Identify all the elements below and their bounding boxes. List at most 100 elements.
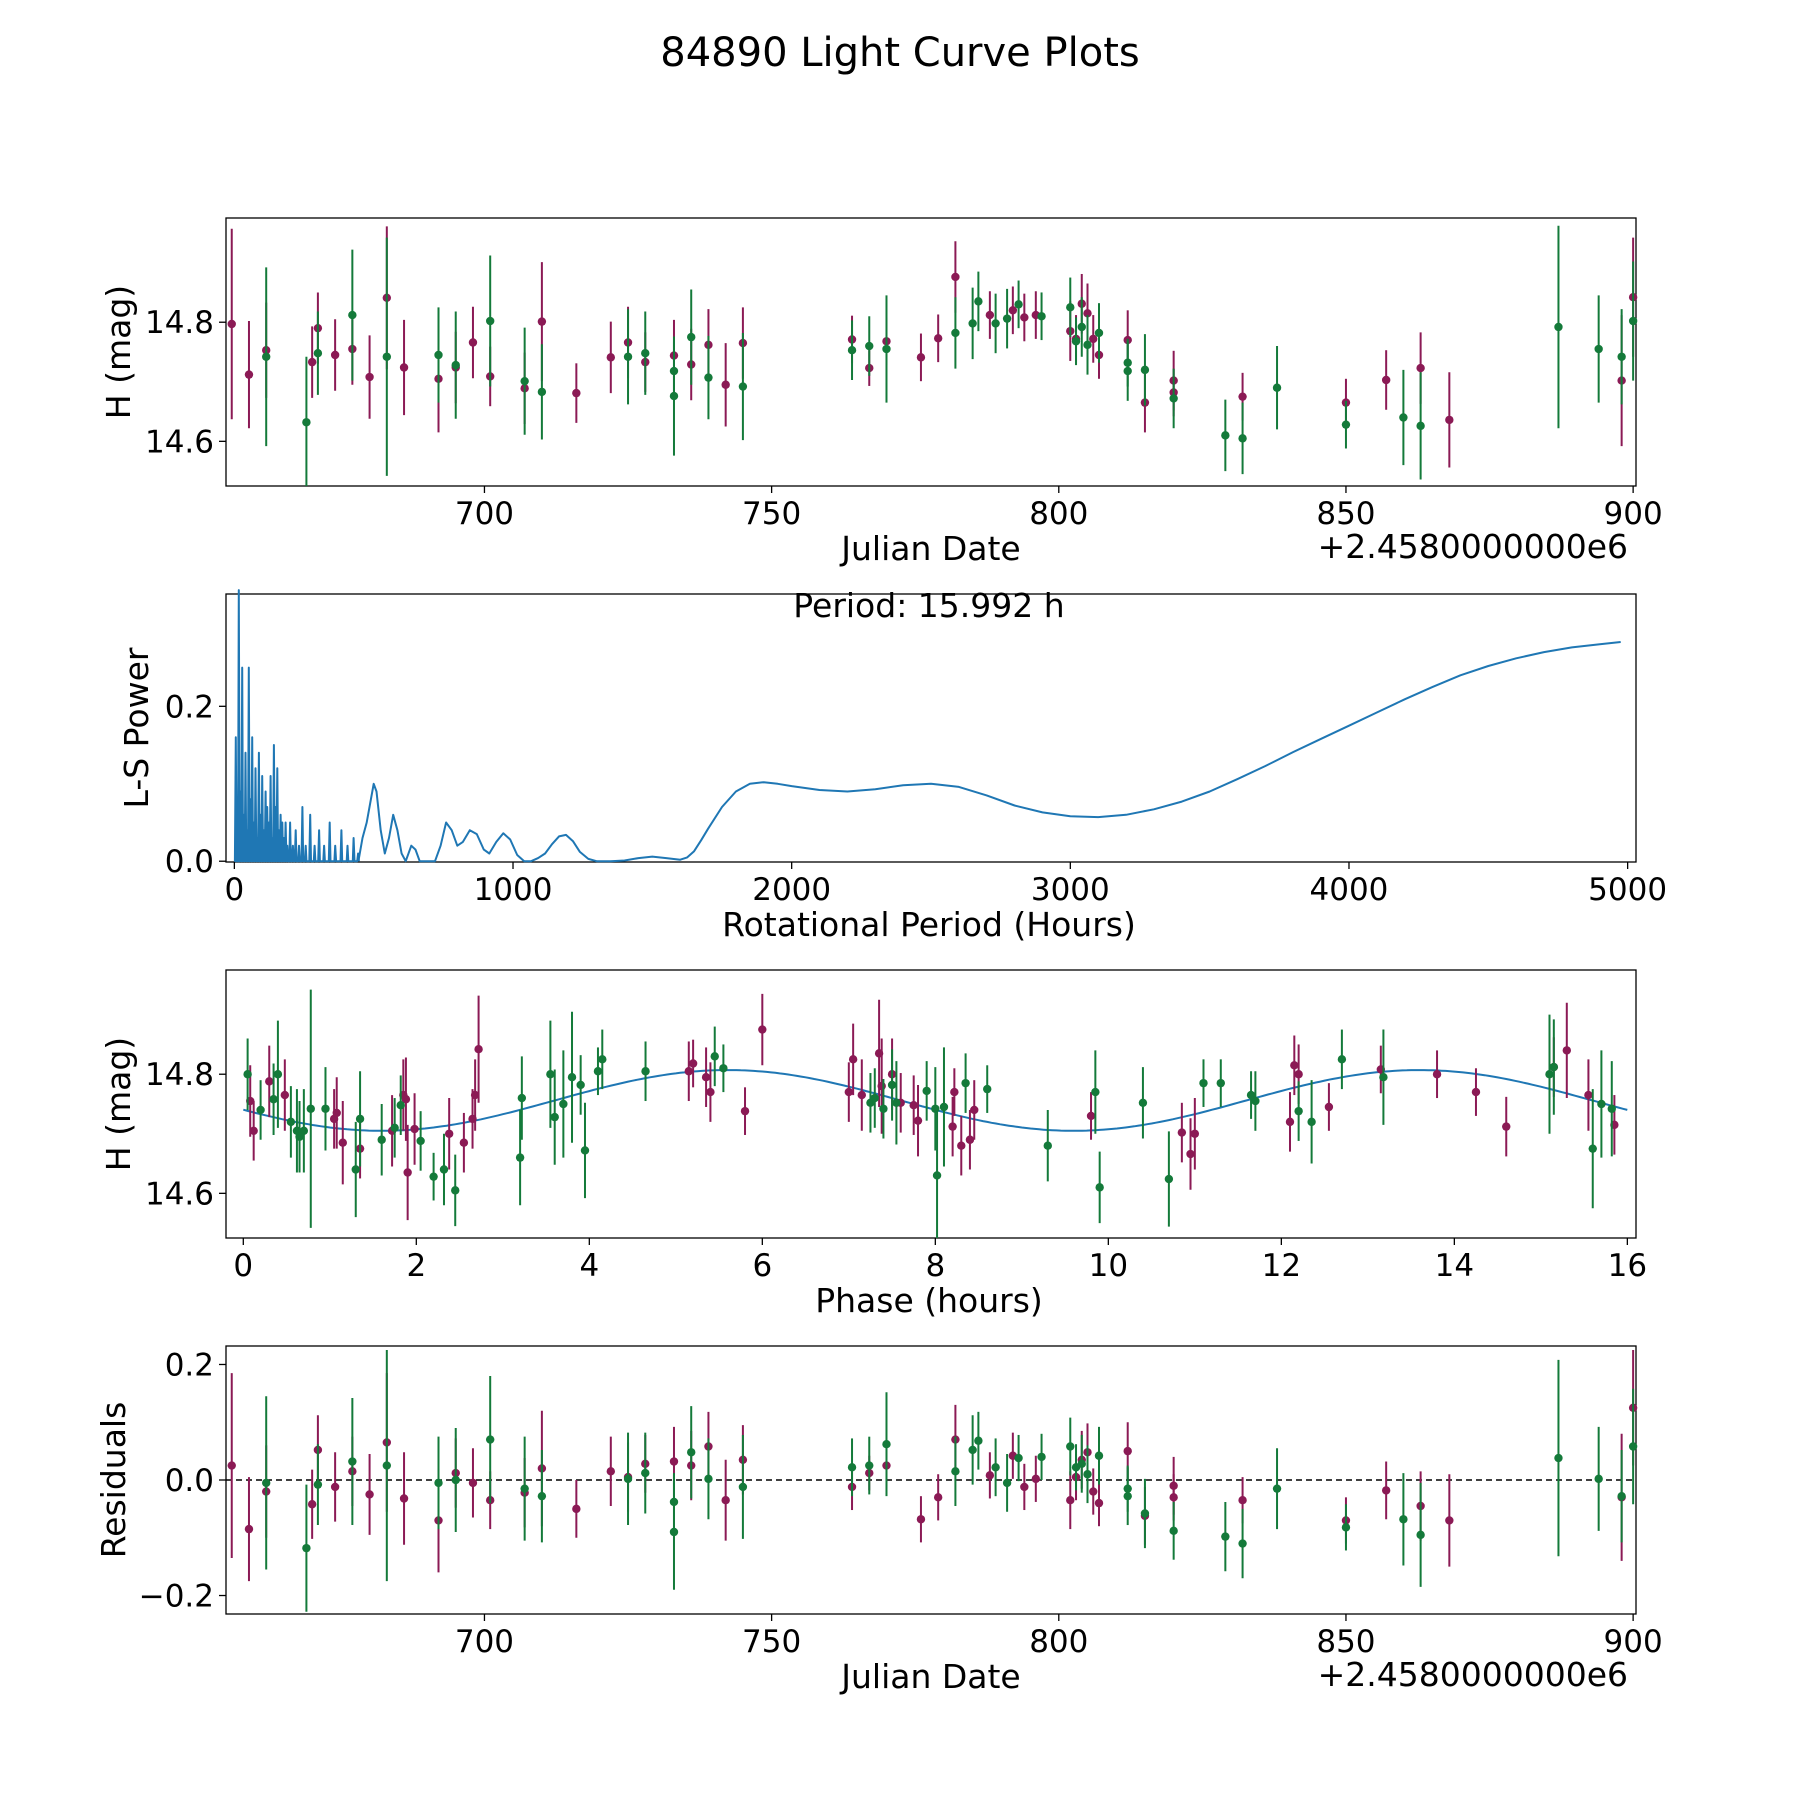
band-g-point [390,1123,399,1133]
band-r-point [468,1478,478,1488]
phase-folded-x-tick-label: 8 [925,1248,945,1284]
light-curve-axes-frame [225,217,1637,487]
band-g-point [1554,1453,1563,1463]
band-g-point [1597,1099,1606,1109]
band-g-point [1091,1087,1100,1097]
band-r-point [1066,1496,1075,1505]
band-g-point [951,328,960,338]
light-curve-x-tick-label: 700 [455,496,514,532]
band-g-point [641,1067,650,1076]
band-g-point [485,1435,495,1444]
band-g-point [313,1480,323,1489]
band-r-point [985,1471,995,1480]
band-r-point [265,1077,274,1086]
band-g-point [1379,1073,1388,1082]
band-g-point [517,1093,527,1103]
band-r-point [1445,1516,1454,1525]
band-r-point [572,1504,581,1514]
band-g-point [1199,1078,1208,1088]
band-g-point [704,1474,713,1484]
band-g-point [1607,1104,1616,1113]
light-curve-x-tick-label: 750 [742,496,801,532]
band-g-point [451,360,460,370]
residuals-y-tick-label: −0.2 [139,1579,214,1615]
light-curve-x-label: Julian Date [839,529,1021,568]
band-g-point [313,348,323,358]
phase-folded-x-tick-label: 2 [406,1248,426,1284]
band-r-point [474,1045,483,1054]
band-g-point [348,310,357,320]
band-r-point [909,1100,918,1110]
band-g-point [537,387,547,397]
band-r-point [1020,313,1029,322]
band-g-point [1238,434,1247,443]
band-g-point [1399,413,1408,422]
band-g-point [262,1478,271,1488]
band-r-point [1094,1498,1104,1508]
band-g-point [1066,1442,1075,1451]
band-g-point [1221,431,1230,440]
band-r-point [1416,363,1425,373]
band-r-point [1432,1070,1442,1079]
band-r-point [1186,1149,1195,1159]
light-curve-marks [227,225,1638,486]
band-r-point [1502,1122,1511,1131]
band-r-point [758,1025,767,1034]
band-g-point [738,1482,748,1492]
phase-folded-x-tick-label: 14 [1435,1248,1474,1284]
band-g-point [882,344,891,354]
band-r-point [1290,1061,1299,1070]
band-g-point [256,1105,265,1115]
periodogram-x-tick-label: 4000 [1310,872,1389,908]
phase-folded-x-tick-label: 0 [233,1248,253,1284]
band-r-point [459,1138,469,1147]
periodogram-x-ticks: 0 1000 2000 3000 4000 5000 [224,862,1667,908]
phase-folded-panel: 0 2 4 6 8 10 12 14 16 14.6 14.8 Phase (hours) H (… [99,969,1647,1320]
band-r-point [1471,1087,1481,1097]
band-g-point [931,1104,940,1113]
residuals-x-tick-label: 750 [742,1624,801,1660]
band-g-point [451,1475,460,1485]
residuals-panel: 700 750 800 850 900 −0.2 0.0 0.2 Julian Date R… [94,1345,1663,1696]
periodogram-y-ticks: 0.0 0.2 [165,689,226,880]
period-annotation: Period: 15.992 h [793,586,1064,625]
residuals-y-tick-label: 0.0 [165,1463,214,1499]
band-r-point [410,1124,419,1134]
periodogram-spikes [233,589,360,863]
band-g-point [983,1084,992,1094]
band-g-point [1140,1509,1150,1518]
band-r-point [1031,1474,1041,1484]
phase-folded-x-tick-label: 12 [1262,1248,1301,1284]
residuals-x-label: Julian Date [839,1657,1021,1696]
band-g-point [968,1445,977,1455]
band-g-point [598,1055,607,1064]
band-r-point [1089,1487,1098,1496]
band-g-point [1169,394,1178,403]
band-r-point [307,1500,317,1509]
periodogram-x-tick-label: 5000 [1588,872,1667,908]
residuals-y-label: Residuals [94,1402,133,1559]
periodogram-marks [233,589,1621,863]
band-r-point [950,1087,959,1097]
band-r-point [916,353,926,362]
band-g-point [1307,1117,1316,1127]
band-g-point [1545,1070,1554,1079]
phase-folded-y-ticks: 14.6 14.8 [145,1057,226,1212]
band-r-point [403,1168,412,1177]
light-curve-y-tick-label: 14.8 [145,305,214,341]
phase-folded-x-ticks: 0 2 4 6 8 10 12 14 16 [233,1238,1647,1284]
band-g-point [1617,352,1626,361]
band-g-point [1238,1539,1247,1548]
light-curve-panel: 700 750 800 850 900 14.6 14.8 Julian Date H (… [99,217,1663,568]
band-r-point [280,1090,290,1100]
periodogram-x-tick-label: 0 [224,872,244,908]
periodogram-x-label: Rotational Period (Hours) [722,905,1136,944]
band-r-point [857,1090,866,1100]
band-r-point [1381,375,1391,385]
band-g-point [1123,358,1132,367]
band-g-point [719,1064,728,1073]
band-g-point [348,1457,357,1466]
band-r-point [365,372,374,382]
band-r-point [913,1116,923,1125]
band-g-point [870,1093,879,1103]
